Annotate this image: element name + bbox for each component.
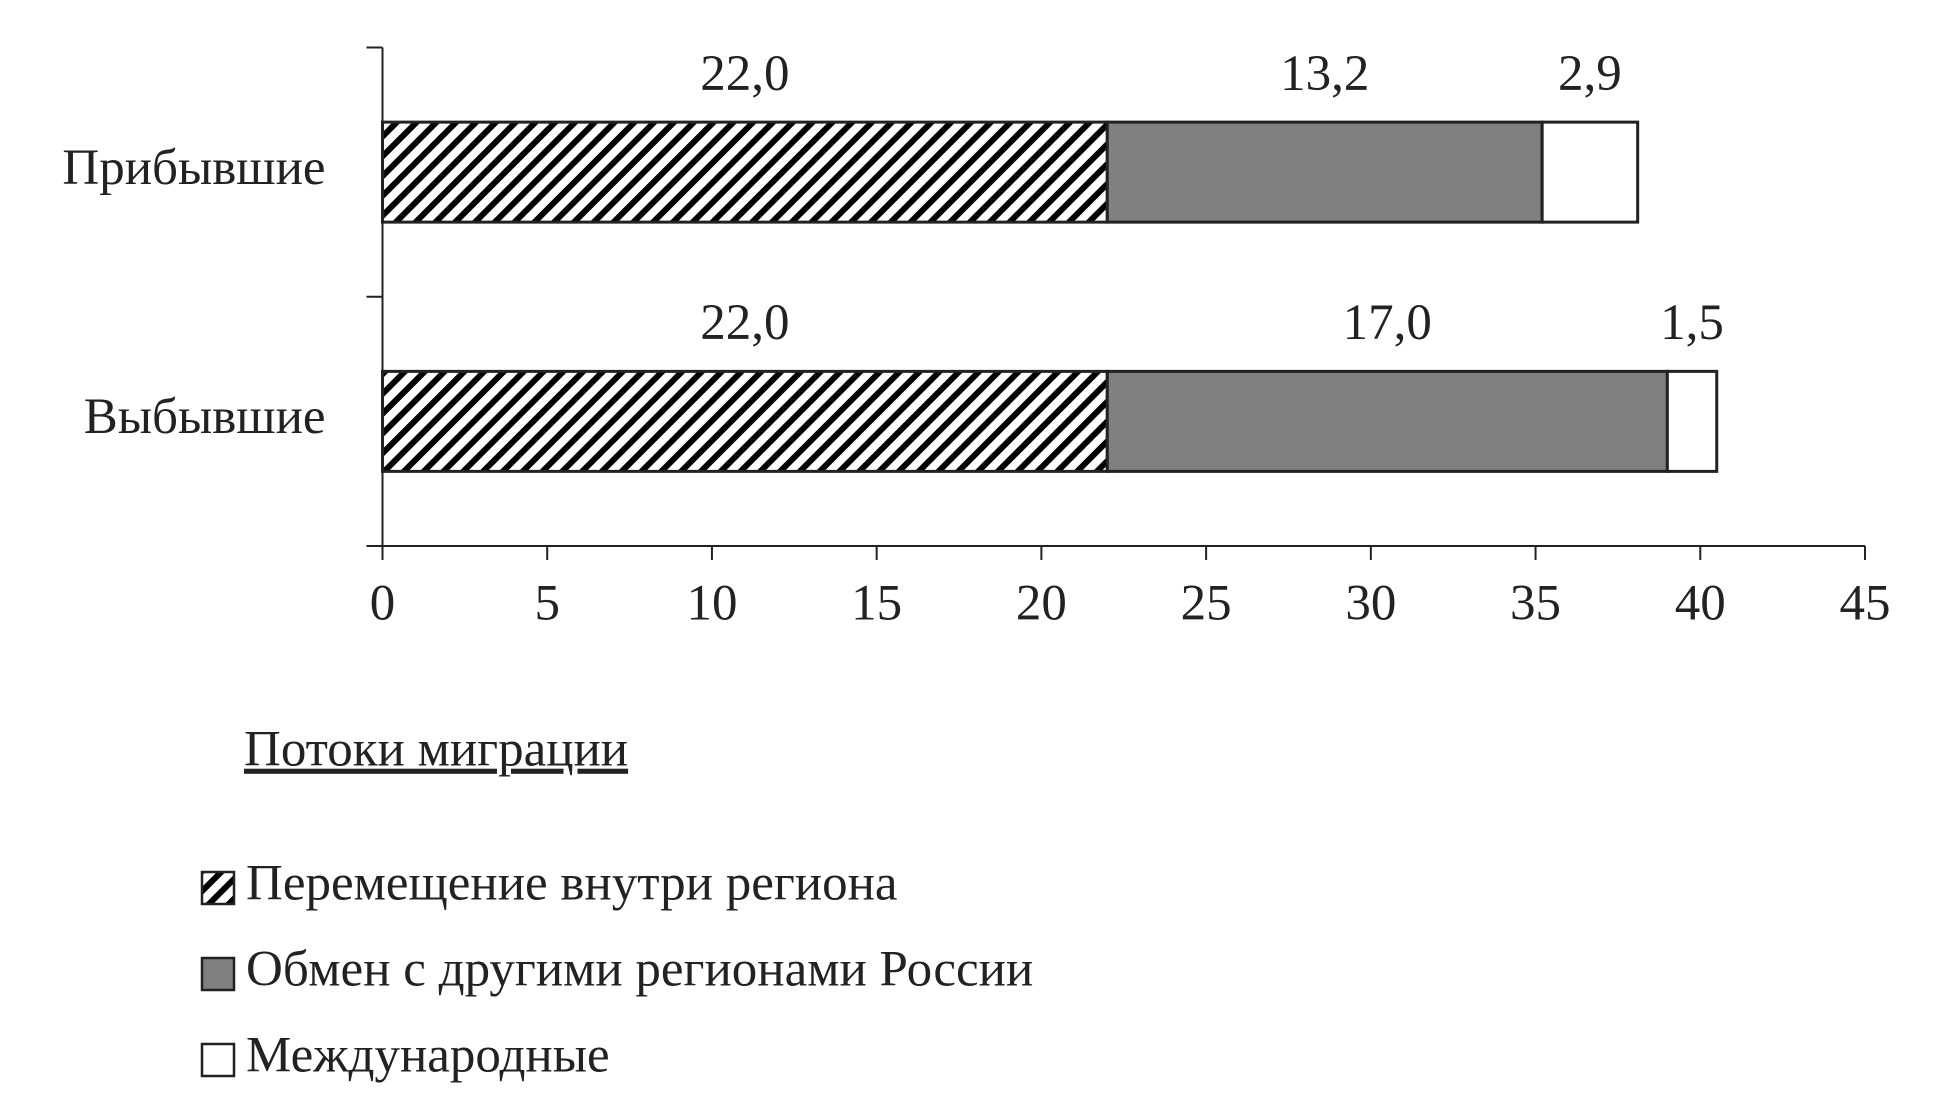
bar-segment — [381, 369, 1109, 473]
value-label: 17,0 — [1343, 295, 1432, 351]
x-tick-label: 10 — [686, 576, 737, 632]
value-label: 1,5 — [1660, 295, 1724, 351]
legend-title: Потоки миграции — [244, 722, 628, 778]
legend-swatch — [200, 1042, 236, 1078]
bar-segment — [1105, 369, 1669, 473]
value-label: 22,0 — [700, 46, 789, 102]
bar-segment — [1540, 120, 1640, 224]
value-label: 2,9 — [1558, 46, 1622, 102]
bar-segment — [1105, 120, 1544, 224]
legend-label: Обмен с другими регионами России — [246, 942, 1033, 998]
bar-segment — [381, 120, 1109, 224]
x-tick-label: 40 — [1675, 576, 1726, 632]
value-label: 13,2 — [1280, 46, 1369, 102]
value-label: 22,0 — [700, 295, 789, 351]
category-label: Выбывшие — [84, 389, 326, 445]
legend-swatch — [200, 956, 236, 992]
x-tick-label: 35 — [1510, 576, 1561, 632]
x-tick-label: 25 — [1181, 576, 1232, 632]
legend-label: Международные — [246, 1028, 610, 1084]
x-tick-label: 15 — [851, 576, 902, 632]
x-tick-label: 0 — [370, 576, 396, 632]
x-tick-label: 5 — [534, 576, 560, 632]
x-tick-label: 45 — [1840, 576, 1891, 632]
x-tick-label: 20 — [1016, 576, 1067, 632]
bar-segment — [1665, 369, 1719, 473]
legend-swatch — [200, 870, 236, 906]
legend-label: Перемещение внутри региона — [246, 856, 898, 912]
x-tick-label: 30 — [1345, 576, 1396, 632]
category-label: Прибывшие — [62, 140, 325, 196]
